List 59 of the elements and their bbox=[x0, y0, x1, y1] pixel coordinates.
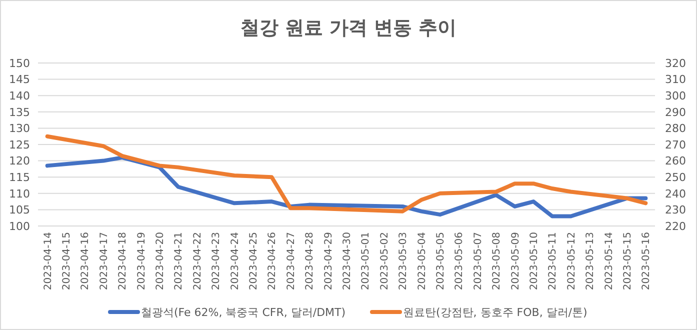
y2-tick-label: 260 bbox=[665, 154, 686, 168]
x-tick-label: 2023-05-05 bbox=[435, 232, 446, 290]
y2-tick-label: 220 bbox=[665, 220, 686, 233]
y2-tick-label: 230 bbox=[665, 204, 686, 217]
y-tick-label: 100 bbox=[9, 220, 30, 233]
x-tick-label: 2023-05-10 bbox=[528, 232, 540, 290]
x-tick-label: 2023-04-16 bbox=[80, 232, 92, 290]
y-tick-label: 120 bbox=[9, 154, 30, 168]
x-tick-label: 2023-05-15 bbox=[622, 232, 634, 290]
y2-tick-label: 320 bbox=[665, 56, 686, 70]
x-tick-label: 2023-05-12 bbox=[566, 232, 578, 290]
x-tick-label: 2023-05-07 bbox=[472, 232, 484, 290]
x-tick-label: 2023-04-25 bbox=[248, 232, 260, 290]
y2-tick-label: 240 bbox=[665, 187, 686, 200]
y-tick-label: 105 bbox=[9, 204, 30, 217]
y-tick-label: 135 bbox=[9, 106, 30, 119]
x-tick-label: 2023-05-03 bbox=[398, 232, 410, 290]
x-tick-label: 2023-05-08 bbox=[492, 232, 503, 290]
y2-tick-label: 280 bbox=[665, 122, 686, 136]
x-tick-label: 2023-04-28 bbox=[304, 232, 316, 290]
y2-tick-label: 290 bbox=[665, 106, 686, 119]
y2-tick-label: 250 bbox=[665, 170, 686, 184]
x-tick-label: 2023-04-27 bbox=[286, 232, 297, 290]
y-tick-label: 110 bbox=[9, 187, 30, 200]
chart-title: 철강 원료 가격 변동 추이 bbox=[240, 17, 457, 39]
y-tick-label: 130 bbox=[9, 122, 30, 136]
x-tick-label: 2023-04-17 bbox=[98, 232, 110, 290]
legend-label: 철광석(Fe 62%, 북중국 CFR, 달러/DMT) bbox=[141, 306, 346, 319]
y2-tick-label: 300 bbox=[665, 89, 686, 102]
x-tick-label: 2023-04-20 bbox=[155, 232, 166, 290]
x-tick-label: 2023-05-16 bbox=[641, 232, 652, 290]
x-tick-label: 2023-05-13 bbox=[585, 232, 596, 290]
y-tick-label: 125 bbox=[9, 138, 30, 152]
x-tick-label: 2023-05-11 bbox=[548, 232, 559, 290]
x-tick-label: 2023-04-21 bbox=[174, 232, 185, 290]
y-tick-label: 150 bbox=[9, 56, 30, 70]
y-tick-label: 145 bbox=[9, 73, 30, 86]
y2-tick-label: 270 bbox=[665, 138, 686, 152]
x-tick-label: 2023-04-24 bbox=[230, 232, 241, 290]
x-tick-label: 2023-04-22 bbox=[192, 232, 204, 290]
x-tick-label: 2023-05-01 bbox=[360, 232, 372, 290]
x-tick-label: 2023-05-14 bbox=[604, 232, 615, 290]
x-tick-label: 2023-04-26 bbox=[267, 232, 278, 290]
x-tick-label: 2023-05-09 bbox=[510, 232, 522, 290]
x-tick-label: 2023-04-23 bbox=[211, 232, 222, 290]
x-tick-label: 2023-04-30 bbox=[342, 232, 353, 290]
x-tick-label: 2023-05-06 bbox=[454, 232, 466, 290]
x-tick-label: 2023-04-15 bbox=[62, 232, 73, 290]
y2-tick-label: 310 bbox=[665, 73, 686, 86]
x-tick-label: 2023-05-02 bbox=[379, 232, 390, 290]
legend-label: 원료탄(강점탄, 동호주 FOB, 달러/톤) bbox=[403, 306, 588, 319]
x-tick-label: 2023-04-19 bbox=[136, 232, 148, 290]
y-tick-label: 115 bbox=[9, 170, 30, 184]
line-series bbox=[45, 134, 648, 214]
y-tick-label: 140 bbox=[9, 89, 30, 102]
x-tick-label: 2023-05-04 bbox=[416, 232, 428, 290]
x-tick-label: 2023-04-14 bbox=[42, 232, 54, 290]
x-tick-label: 2023-04-29 bbox=[323, 232, 334, 290]
x-tick-label: 2023-04-18 bbox=[118, 232, 129, 290]
